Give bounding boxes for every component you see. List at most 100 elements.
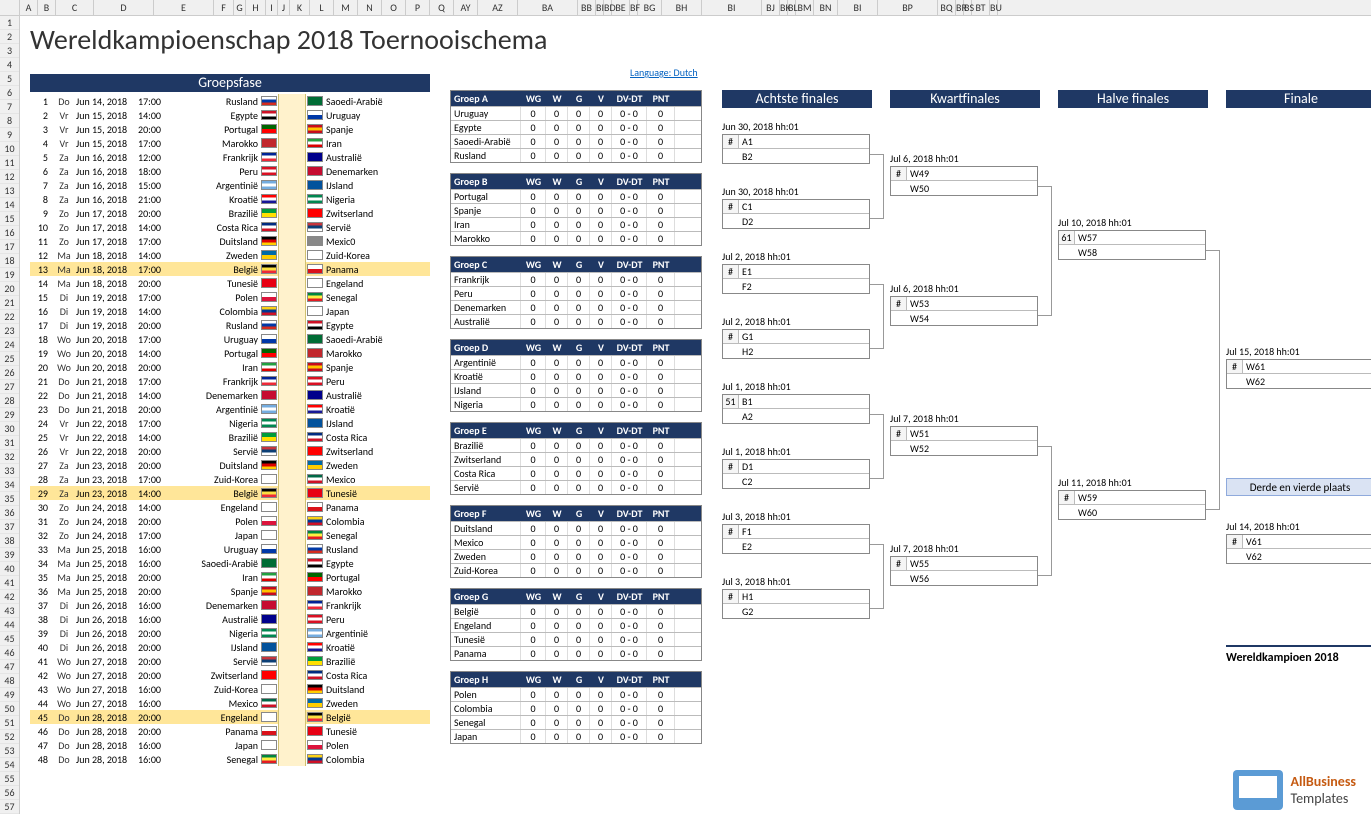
knockout-match[interactable]: Jul 14, 2018 hh:01#V61V62 [1226,520,1371,564]
match-row[interactable]: 12MaJun 18, 201814:00ZwedenZuid-Korea [30,248,430,262]
knockout-match[interactable]: Jul 2, 2018 hh:01#G1H2 [722,315,870,359]
match-row[interactable]: 16DiJun 19, 201814:00ColombiaJapan [30,304,430,318]
group-row[interactable]: Iran00000 - 00 [451,217,701,231]
group-row[interactable]: Polen00000 - 00 [451,687,701,701]
match-row[interactable]: 10ZoJun 17, 201814:00Costa RicaServië [30,220,430,234]
match-row[interactable]: 6ZaJun 16, 201818:00PeruDenemarken [30,164,430,178]
group-row[interactable]: Argentinië00000 - 00 [451,355,701,369]
match-row[interactable]: 34MaJun 25, 201816:00Saoedi-ArabiëEgypte [30,556,430,570]
match-row[interactable]: 35MaJun 25, 201820:00IranPortugal [30,570,430,584]
match-row[interactable]: 2VrJun 15, 201814:00EgypteUruguay [30,108,430,122]
knockout-match[interactable]: Jul 15, 2018 hh:01#W61W62 [1226,345,1371,389]
match-row[interactable]: 47DoJun 28, 201816:00JapanPolen [30,738,430,752]
match-row[interactable]: 3VrJun 15, 201820:00PortugalSpanje [30,122,430,136]
group-tables: Groep AWGWGVDV-DTPNTUruguay00000 - 00Egy… [450,90,702,754]
match-row[interactable]: 37DiJun 26, 201816:00DenemarkenFrankrijk [30,598,430,612]
group-row[interactable]: Engeland00000 - 00 [451,618,701,632]
match-row[interactable]: 43WoJun 27, 201816:00Zuid-KoreaDuitsland [30,682,430,696]
group-row[interactable]: Denemarken00000 - 00 [451,300,701,314]
match-row[interactable]: 19WoJun 20, 201814:00PortugalMarokko [30,346,430,360]
match-row[interactable]: 5ZaJun 16, 201812:00FrankrijkAustralië [30,150,430,164]
knockout-match[interactable]: Jul 2, 2018 hh:01#E1F2 [722,250,870,294]
match-row[interactable]: 26VrJun 22, 201820:00ServiëZwitserland [30,444,430,458]
match-row[interactable]: 39DiJun 26, 201820:00NigeriaArgentinië [30,626,430,640]
group-row[interactable]: Nigeria00000 - 00 [451,397,701,411]
knockout-match[interactable]: Jul 1, 2018 hh:0151B1A2 [722,380,870,424]
match-row[interactable]: 38DiJun 26, 201816:00AustraliëPeru [30,612,430,626]
group-row[interactable]: Panama00000 - 00 [451,646,701,660]
match-row[interactable]: 31ZoJun 24, 201820:00PolenColombia [30,514,430,528]
group-row[interactable]: Frankrijk00000 - 00 [451,272,701,286]
knockout-match[interactable]: Jul 6, 2018 hh:01#W49W50 [890,152,1038,196]
match-row[interactable]: 4VrJun 15, 201817:00MarokkoIran [30,136,430,150]
knockout-match[interactable]: Jun 30, 2018 hh:01#A1B2 [722,120,870,164]
knockout-match[interactable]: Jul 1, 2018 hh:01#D1C2 [722,445,870,489]
knockout-match[interactable]: Jun 30, 2018 hh:01#C1D2 [722,185,870,229]
knockout-match[interactable]: Jul 7, 2018 hh:01#W51W52 [890,412,1038,456]
match-row[interactable]: 36MaJun 25, 201820:00SpanjeMarokko [30,584,430,598]
group-row[interactable]: Uruguay00000 - 00 [451,106,701,120]
group-row[interactable]: België00000 - 00 [451,604,701,618]
match-row[interactable]: 45DoJun 28, 201820:00EngelandBelgië [30,710,430,724]
match-row[interactable]: 46DoJun 28, 201820:00PanamaTunesië [30,724,430,738]
match-row[interactable]: 7ZaJun 16, 201815:00ArgentiniëIJsland [30,178,430,192]
group-row[interactable]: Japan00000 - 00 [451,729,701,743]
qf-column: Kwartfinales Jul 6, 2018 hh:01#W49W50Jul… [890,90,1040,108]
group-row[interactable]: Zwitserland00000 - 00 [451,452,701,466]
match-row[interactable]: 24VrJun 22, 201817:00NigeriaIJsland [30,416,430,430]
group-row[interactable]: Brazilië00000 - 00 [451,438,701,452]
group-row[interactable]: Zweden00000 - 00 [451,549,701,563]
match-row[interactable]: 9ZoJun 17, 201820:00BraziliëZwitserland [30,206,430,220]
match-row[interactable]: 23DoJun 21, 201820:00ArgentiniëKroatië [30,402,430,416]
group-row[interactable]: Mexico00000 - 00 [451,535,701,549]
match-row[interactable]: 1DoJun 14, 201817:00RuslandSaoedi-Arabië [30,94,430,108]
knockout-match[interactable]: Jul 7, 2018 hh:01#W55W56 [890,542,1038,586]
knockout-match[interactable]: Jul 10, 2018 hh:0161W57W58 [1058,216,1206,260]
match-row[interactable]: 42WoJun 27, 201820:00ZwitserlandCosta Ri… [30,668,430,682]
group-row[interactable]: Spanje00000 - 00 [451,203,701,217]
group-row[interactable]: Kroatië00000 - 00 [451,369,701,383]
match-row[interactable]: 41WoJun 27, 201820:00ServiëBrazilië [30,654,430,668]
match-row[interactable]: 15DiJun 19, 201817:00PolenSenegal [30,290,430,304]
group-row[interactable]: Saoedi-Arabië00000 - 00 [451,134,701,148]
match-row[interactable]: 30ZoJun 24, 201814:00EngelandPanama [30,500,430,514]
group-row[interactable]: IJsland00000 - 00 [451,383,701,397]
match-row[interactable]: 27ZaJun 23, 201820:00DuitslandZweden [30,458,430,472]
match-row[interactable]: 25VrJun 22, 201814:00BraziliëCosta Rica [30,430,430,444]
group-row[interactable]: Portugal00000 - 00 [451,189,701,203]
group-row[interactable]: Servië00000 - 00 [451,480,701,494]
knockout-match[interactable]: Jul 6, 2018 hh:01#W53W54 [890,282,1038,326]
group-row[interactable]: Australië00000 - 00 [451,314,701,328]
knockout-match[interactable]: Jul 11, 2018 hh:01#W59W60 [1058,476,1206,520]
group-row[interactable]: Duitsland00000 - 00 [451,521,701,535]
group-row[interactable]: Tunesië00000 - 00 [451,632,701,646]
match-row[interactable]: 44WoJun 27, 201816:00MexicoZweden [30,696,430,710]
group-row[interactable]: Peru00000 - 00 [451,286,701,300]
match-row[interactable]: 32ZoJun 24, 201817:00JapanSenegal [30,528,430,542]
match-row[interactable]: 33MaJun 25, 201816:00UruguayRusland [30,542,430,556]
match-row[interactable]: 40DiJun 26, 201820:00IJslandKroatië [30,640,430,654]
knockout-match[interactable]: Jul 3, 2018 hh:01#F1E2 [722,510,870,554]
group-row[interactable]: Marokko00000 - 00 [451,231,701,245]
match-row[interactable]: 20WoJun 20, 201820:00IranSpanje [30,360,430,374]
match-row[interactable]: 14MaJun 18, 201820:00TunesiëEngeland [30,276,430,290]
match-row[interactable]: 8ZaJun 16, 201821:00KroatiëNigeria [30,192,430,206]
match-row[interactable]: 21DoJun 21, 201817:00FrankrijkPeru [30,374,430,388]
match-row[interactable]: 29ZaJun 23, 201814:00BelgiëTunesië [30,486,430,500]
group-row[interactable]: Colombia00000 - 00 [451,701,701,715]
match-row[interactable]: 18WoJun 20, 201817:00UruguaySaoedi-Arabi… [30,332,430,346]
group-row[interactable]: Costa Rica00000 - 00 [451,466,701,480]
match-row[interactable]: 13MaJun 18, 201817:00BelgiëPanama [30,262,430,276]
group-row[interactable]: Rusland00000 - 00 [451,148,701,162]
match-row[interactable]: 22DoJun 21, 201814:00DenemarkenAustralië [30,388,430,402]
group-row[interactable]: Egypte00000 - 00 [451,120,701,134]
match-row[interactable]: 28ZaJun 23, 201817:00Zuid-KoreaMexico [30,472,430,486]
match-row[interactable]: 11ZoJun 17, 201817:00DuitslandMexic0 [30,234,430,248]
group-row[interactable]: Senegal00000 - 00 [451,715,701,729]
knockout-match[interactable]: Jul 3, 2018 hh:01#H1G2 [722,575,870,619]
match-row[interactable]: 48DoJun 28, 201816:00SenegalColombia [30,752,430,766]
group-row[interactable]: Zuid-Korea00000 - 00 [451,563,701,577]
final-column: Finale Jul 15, 2018 hh:01#W61W62Derde en… [1226,90,1371,108]
match-row[interactable]: 17DiJun 19, 201820:00RuslandEgypte [30,318,430,332]
language-link[interactable]: Language: Dutch [630,66,698,79]
